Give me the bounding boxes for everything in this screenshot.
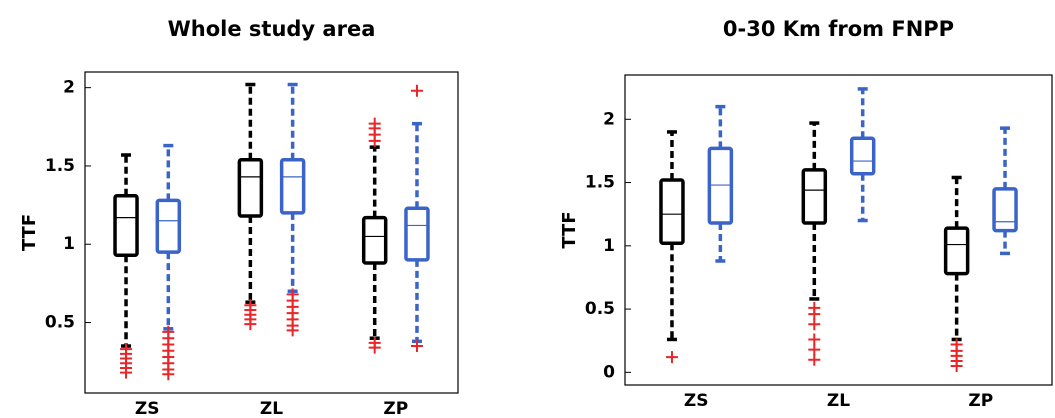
outlier (410, 84, 423, 97)
chart-title: Whole study area (168, 17, 376, 41)
box (237, 157, 264, 218)
outlier (950, 360, 963, 373)
y-tick-label: 1.5 (585, 173, 615, 193)
y-tick-label: 1 (603, 236, 615, 256)
outlier (286, 324, 299, 337)
box (849, 136, 876, 176)
x-tick-label: ZP (383, 399, 408, 418)
box (801, 168, 828, 225)
outlier (162, 368, 175, 381)
box (361, 215, 388, 265)
outlier (120, 366, 133, 379)
y-tick-label: 2 (63, 78, 75, 98)
box (279, 157, 306, 215)
x-tick-label: ZP (968, 391, 993, 411)
box (404, 206, 430, 262)
y-axis-label: TTF (559, 211, 580, 248)
outlier (368, 341, 381, 354)
y-tick-label: 0 (603, 362, 615, 382)
box (707, 146, 734, 225)
y-tick-label: 0.5 (585, 299, 615, 319)
x-tick-label: ZS (684, 391, 709, 411)
y-axis-label: TTF (19, 214, 40, 251)
outlier (410, 340, 423, 353)
plot-frame (84, 71, 459, 394)
y-tick-label: 1 (63, 234, 75, 254)
outlier (808, 318, 821, 331)
box (155, 198, 182, 254)
outlier (244, 318, 257, 331)
box (992, 187, 1018, 233)
outlier (368, 117, 381, 130)
outlier (808, 353, 821, 366)
y-tick-label: 1.5 (45, 156, 75, 176)
y-tick-label: 2 (603, 109, 615, 129)
outlier (808, 333, 821, 346)
plot-frame (624, 74, 1053, 386)
x-tick-label: ZS (135, 399, 160, 418)
box (943, 226, 970, 276)
outlier (808, 343, 821, 356)
box (659, 178, 685, 246)
chart-title: 0-30 Km from FNPP (723, 17, 954, 41)
y-tick-label: 0.5 (45, 313, 75, 333)
x-tick-label: ZL (260, 399, 283, 418)
x-tick-label: ZL (827, 391, 850, 411)
box (113, 193, 139, 257)
outlier (808, 308, 821, 321)
outlier (665, 351, 678, 364)
